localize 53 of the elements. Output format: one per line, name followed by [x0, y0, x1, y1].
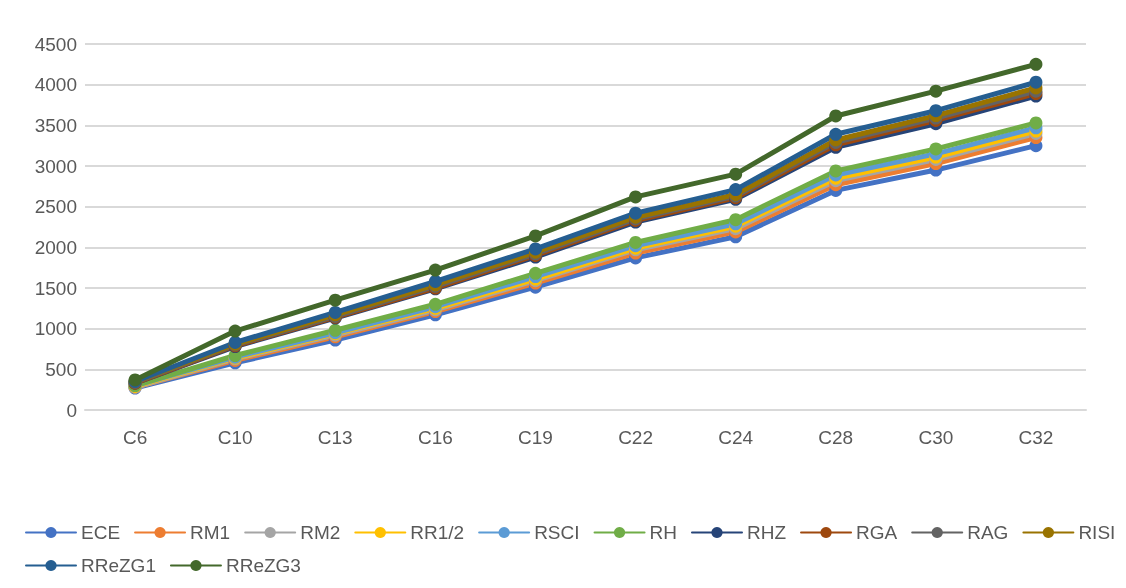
legend-label: RGA	[856, 522, 898, 543]
y-tick-label: 1000	[34, 318, 77, 340]
legend-label: ECE	[81, 522, 121, 543]
x-tick-label: C28	[818, 427, 854, 448]
point	[428, 275, 442, 288]
y-tick-label: 3500	[34, 114, 77, 136]
y-tick-label: 2500	[34, 196, 77, 218]
point	[528, 266, 542, 280]
point	[929, 104, 943, 118]
point	[829, 164, 843, 178]
y-tick-label: 4000	[34, 74, 77, 96]
point	[829, 109, 843, 123]
point	[729, 213, 743, 227]
point	[629, 206, 643, 220]
point	[1029, 57, 1043, 71]
point	[428, 263, 442, 277]
legend-label: RM2	[300, 522, 341, 543]
legend-label: RAG	[967, 522, 1009, 543]
x-tick-label: C16	[417, 427, 453, 448]
legend-label: RHZ	[746, 522, 787, 543]
x-tick-label: C13	[317, 427, 353, 448]
legend-label: RReZG3	[225, 555, 301, 576]
x-tick-label: C24	[718, 427, 754, 448]
x-tick-label: C22	[618, 427, 653, 448]
x-tick-label: C30	[918, 427, 954, 448]
point	[829, 127, 843, 141]
x-tick-label: C32	[1018, 427, 1054, 448]
point	[328, 293, 342, 307]
x-tick-label: C10	[217, 427, 253, 448]
point	[729, 167, 743, 181]
y-tick-label: 500	[45, 358, 77, 380]
x-tick-label: C19	[518, 427, 553, 448]
point	[629, 190, 643, 204]
point	[929, 142, 943, 156]
point	[228, 324, 242, 338]
point	[629, 235, 643, 249]
point	[929, 84, 943, 98]
y-tick-label: 2000	[34, 236, 77, 258]
legend-label: RSCI	[534, 522, 580, 543]
legend-label: RH	[649, 522, 677, 543]
y-tick-label: 3000	[34, 155, 77, 177]
point	[1029, 116, 1043, 130]
legend-label: RM1	[190, 522, 231, 543]
point	[729, 183, 743, 197]
point	[1029, 75, 1043, 89]
legend-label: RR1/2	[410, 522, 465, 543]
y-tick-label: 4500	[34, 33, 77, 55]
y-tick-label: 0	[66, 399, 77, 421]
legend-label: RISI	[1078, 522, 1116, 543]
point	[528, 229, 542, 243]
x-tick-label: C6	[122, 427, 148, 448]
y-tick-label: 1500	[34, 277, 77, 299]
legend-label: RReZG1	[81, 555, 156, 576]
